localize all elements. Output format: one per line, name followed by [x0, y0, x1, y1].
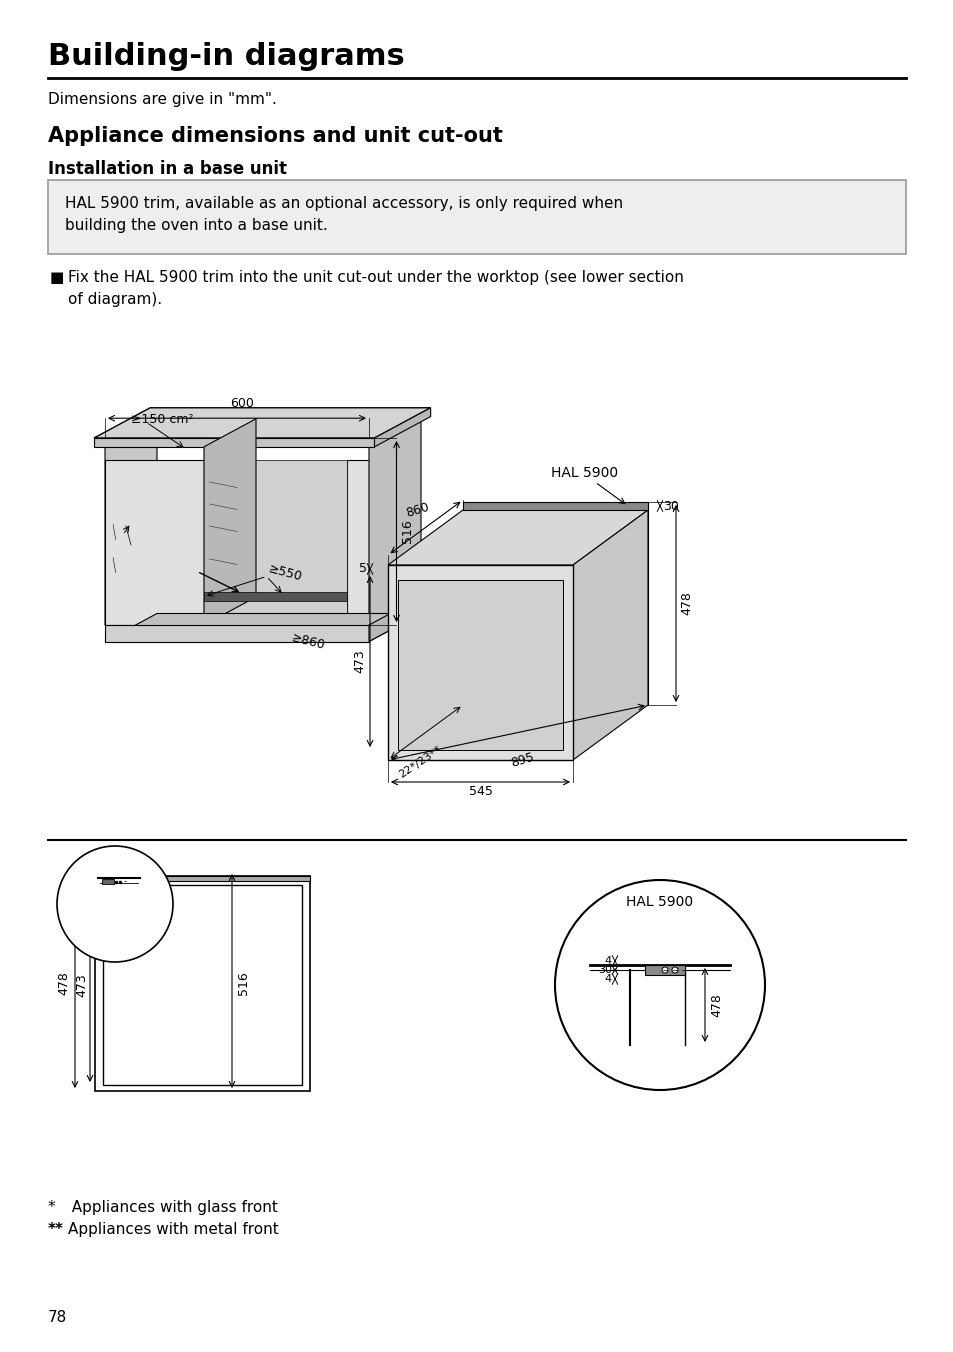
Polygon shape — [204, 592, 347, 600]
Text: 473: 473 — [75, 973, 88, 996]
Text: Appliances with metal front: Appliances with metal front — [68, 1222, 278, 1237]
Text: 30: 30 — [662, 499, 679, 512]
Text: 860: 860 — [404, 500, 431, 519]
Text: ■: ■ — [50, 270, 64, 285]
Text: 478: 478 — [679, 592, 692, 615]
Polygon shape — [105, 625, 369, 641]
Polygon shape — [347, 460, 369, 625]
Polygon shape — [369, 598, 420, 641]
Text: 78: 78 — [48, 1310, 67, 1325]
Text: HAL 5900: HAL 5900 — [626, 895, 693, 909]
Polygon shape — [369, 410, 420, 625]
Text: Appliance dimensions and unit cut-out: Appliance dimensions and unit cut-out — [48, 126, 502, 146]
Text: 516: 516 — [236, 971, 250, 995]
Polygon shape — [462, 510, 647, 704]
Polygon shape — [105, 410, 157, 625]
Text: Dimensions are give in "mm".: Dimensions are give in "mm". — [48, 92, 276, 107]
Text: of diagram).: of diagram). — [68, 292, 162, 307]
Text: 5: 5 — [358, 562, 367, 576]
Text: 545: 545 — [468, 786, 492, 798]
Polygon shape — [105, 614, 420, 641]
Text: 4: 4 — [604, 973, 612, 984]
Text: ≥860: ≥860 — [290, 631, 326, 653]
Bar — [95, 876, 310, 882]
Polygon shape — [388, 565, 573, 760]
Text: Fix the HAL 5900 trim into the unit cut-out under the worktop (see lower section: Fix the HAL 5900 trim into the unit cut-… — [68, 270, 683, 285]
Text: 4: 4 — [604, 956, 612, 965]
Polygon shape — [375, 408, 430, 446]
Polygon shape — [94, 408, 430, 438]
Text: Building-in diagrams: Building-in diagrams — [48, 42, 404, 72]
Text: 516: 516 — [401, 519, 414, 544]
Text: 30: 30 — [598, 965, 612, 975]
Circle shape — [671, 967, 678, 973]
Text: 478: 478 — [57, 971, 70, 995]
Text: HAL 5900: HAL 5900 — [551, 466, 618, 480]
Bar — [102, 879, 113, 884]
Text: -: - — [124, 877, 127, 886]
Bar — [103, 886, 302, 1086]
Text: **: ** — [48, 1222, 64, 1237]
Polygon shape — [388, 510, 647, 565]
Polygon shape — [462, 502, 647, 510]
Text: Installation in a base unit: Installation in a base unit — [48, 160, 287, 178]
Polygon shape — [573, 510, 647, 760]
Text: *: * — [48, 1201, 55, 1215]
Text: building the oven into a base unit.: building the oven into a base unit. — [65, 218, 328, 233]
Text: 600: 600 — [230, 397, 253, 410]
Text: ≥550: ≥550 — [266, 562, 303, 584]
FancyBboxPatch shape — [48, 180, 905, 254]
Text: ≥150 cm²: ≥150 cm² — [132, 412, 193, 426]
Text: 478: 478 — [709, 994, 722, 1017]
Polygon shape — [397, 580, 562, 750]
Text: HAL 5900 trim, available as an optional accessory, is only required when: HAL 5900 trim, available as an optional … — [65, 196, 622, 211]
Circle shape — [661, 967, 667, 973]
Polygon shape — [105, 598, 420, 625]
Bar — [644, 965, 684, 975]
Circle shape — [555, 880, 764, 1090]
Text: Appliances with glass front: Appliances with glass front — [62, 1201, 277, 1215]
Text: 22*/23**: 22*/23** — [397, 745, 443, 780]
Polygon shape — [105, 460, 204, 625]
Polygon shape — [204, 460, 347, 625]
Text: 895: 895 — [509, 750, 536, 769]
Bar — [95, 876, 310, 1091]
Polygon shape — [94, 438, 375, 446]
Text: 473: 473 — [353, 649, 366, 673]
Polygon shape — [204, 419, 255, 625]
Circle shape — [57, 846, 172, 963]
